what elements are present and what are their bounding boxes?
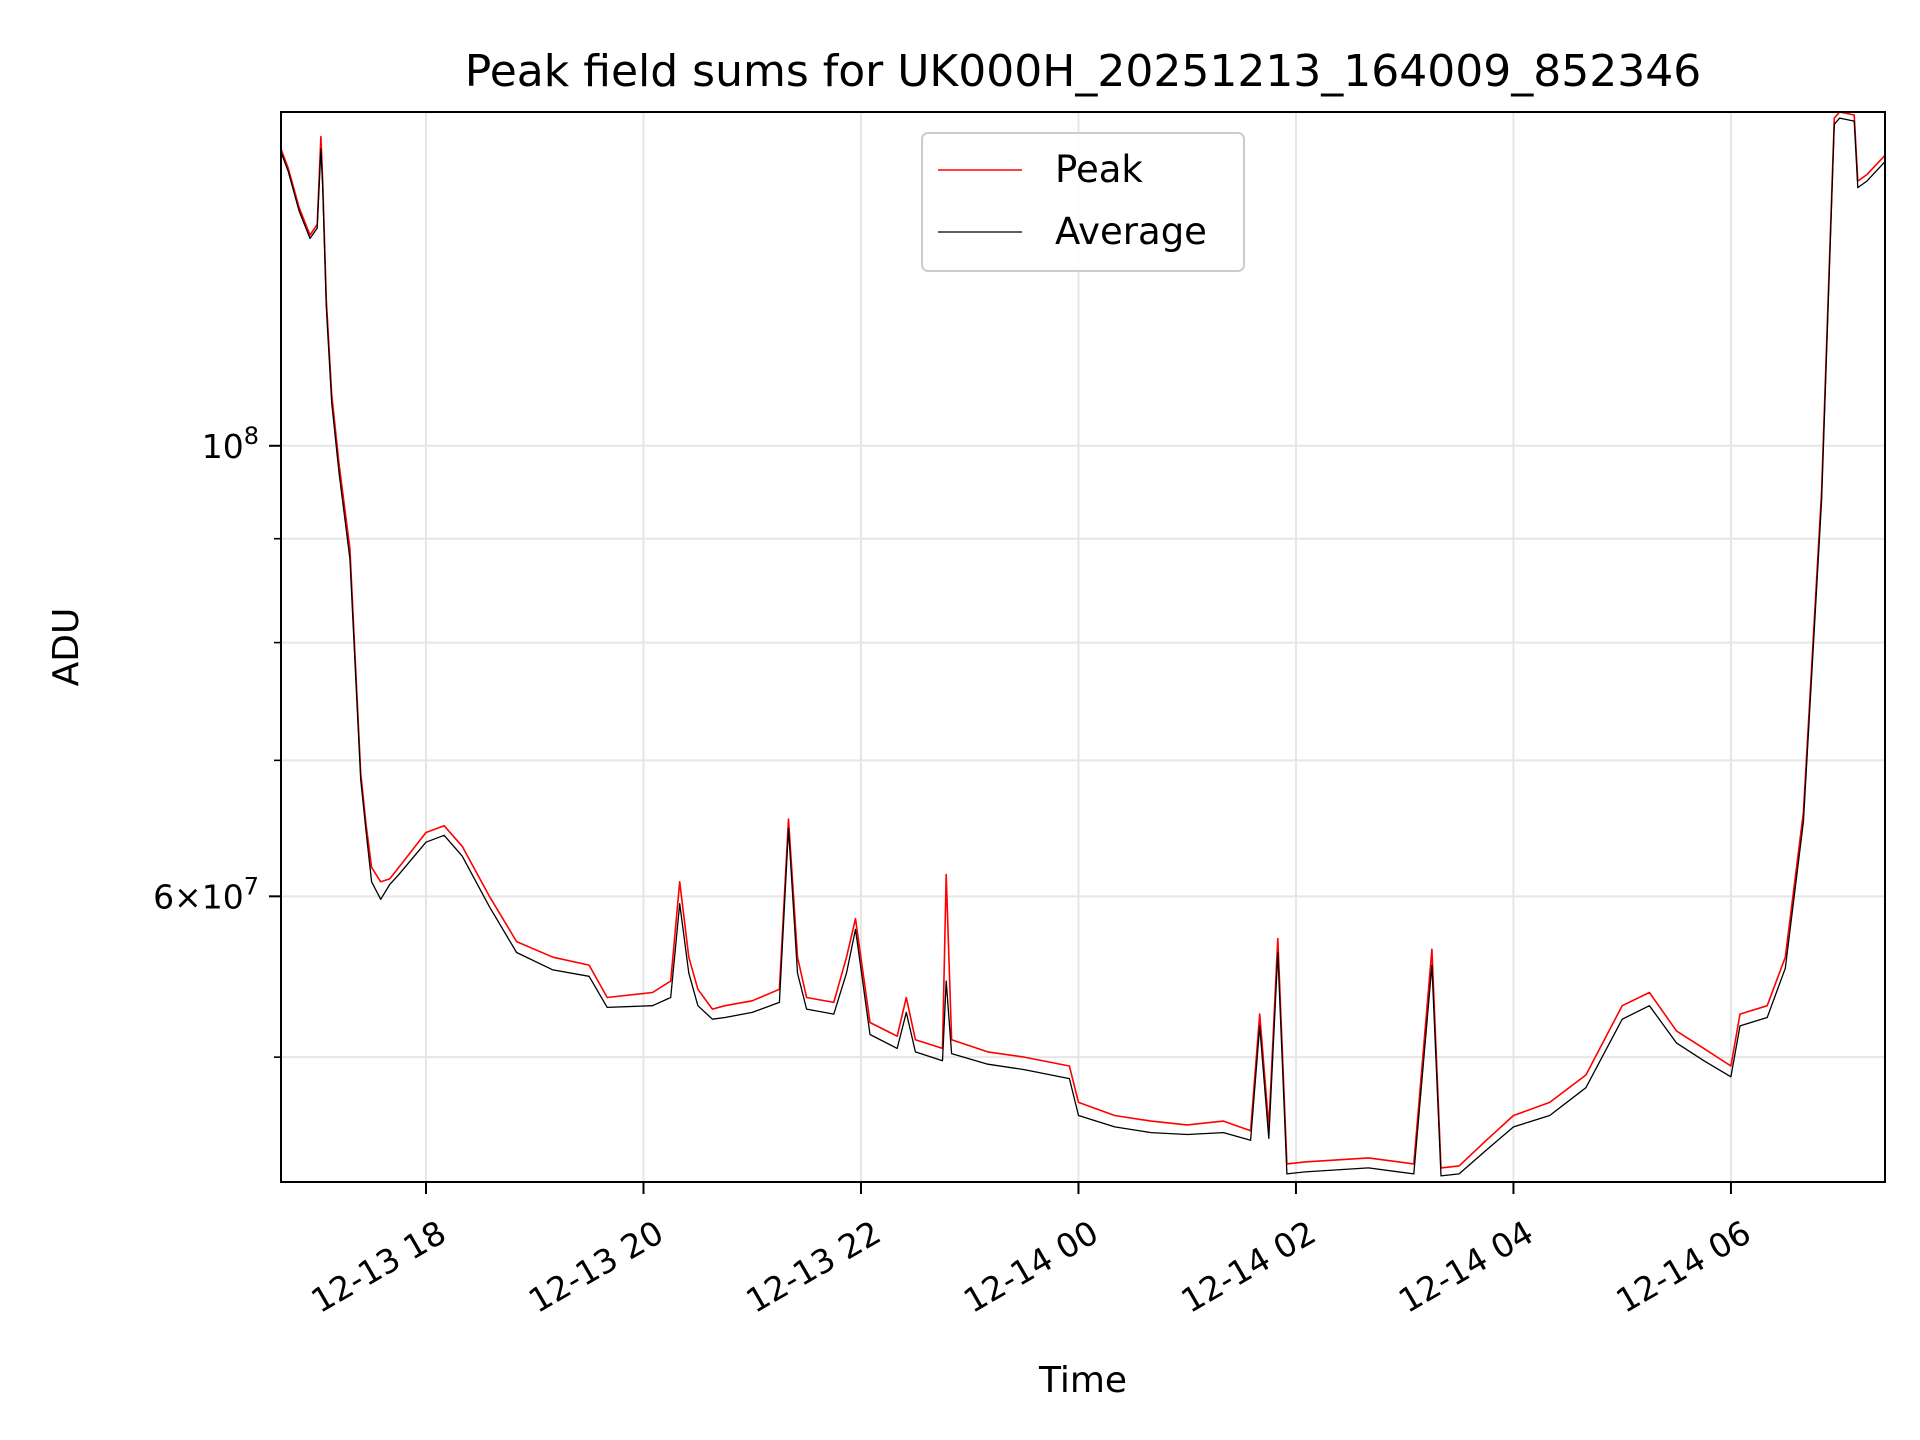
legend-label-peak: Peak [1055,148,1143,191]
legend-label-average: Average [1055,210,1207,253]
series-line-average [281,117,1885,1177]
x-axis-label: Time [1038,1360,1127,1401]
grid-lines [281,112,1885,1182]
plot-frame [280,111,1886,1183]
y-tick-label: 6×107 [153,872,259,916]
series-layer [281,112,1885,1177]
y-tick-label: 108 [202,422,259,466]
series-line-peak [281,112,1885,1169]
chart-title: Peak field sums for UK000H_20251213_1640… [465,46,1701,97]
legend-box [921,132,1245,272]
y-axis-label: ADU [46,608,87,687]
legend: Peak Average [921,132,1245,272]
